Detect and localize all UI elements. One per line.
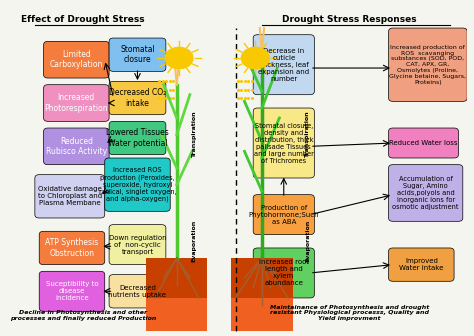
Text: Decrease in
cuticle
thickness, leaf
expansion and
number: Decrease in cuticle thickness, leaf expa…	[258, 48, 310, 82]
Text: Oxidative damage
to Chloroplast and
Plasma Membane: Oxidative damage to Chloroplast and Plas…	[38, 186, 102, 206]
Text: Stomatal
closure: Stomatal closure	[120, 45, 155, 65]
FancyBboxPatch shape	[109, 121, 166, 155]
Text: Improved
Water intake: Improved Water intake	[399, 258, 444, 271]
FancyBboxPatch shape	[231, 258, 292, 331]
FancyBboxPatch shape	[44, 85, 109, 121]
Text: Decreased CO₂
intake: Decreased CO₂ intake	[109, 88, 166, 108]
Text: Increased ROS
production (Peroxides,
superoxide, hydroxyl
radical, singlet oxyge: Increased ROS production (Peroxides, sup…	[99, 167, 176, 202]
Text: Reduced
Rubisco Activity: Reduced Rubisco Activity	[46, 137, 107, 156]
FancyBboxPatch shape	[389, 248, 454, 281]
FancyBboxPatch shape	[39, 271, 105, 311]
Text: Reduced Water loss: Reduced Water loss	[389, 140, 458, 146]
Text: Stomatal closure,
density and
distribution, thick
palisade Tissues
and large num: Stomatal closure, density and distributi…	[254, 123, 314, 164]
Text: Transpiration: Transpiration	[192, 111, 197, 158]
FancyBboxPatch shape	[389, 28, 467, 101]
Text: Maintainance of Photosynthesis and drought
resistant Physiological processs, Qua: Maintainance of Photosynthesis and droug…	[270, 305, 429, 321]
Text: Increased production of
ROS  scavanging
substances (SOD, POD,
CAT, APX, GR,
Osmo: Increased production of ROS scavanging s…	[389, 45, 466, 85]
Text: Increased root
length and
xylem
abundance: Increased root length and xylem abundanc…	[259, 259, 309, 287]
Text: ATP Synthesis
Obstruction: ATP Synthesis Obstruction	[46, 238, 99, 258]
FancyBboxPatch shape	[39, 231, 105, 265]
Text: Decline in Photosynthesis and other
processes and finally reduced Production: Decline in Photosynthesis and other proc…	[9, 310, 156, 321]
Text: Evaporation: Evaporation	[305, 220, 310, 262]
FancyBboxPatch shape	[109, 275, 166, 308]
Text: Decreased
nutrients uptake: Decreased nutrients uptake	[109, 285, 166, 298]
FancyBboxPatch shape	[44, 41, 109, 78]
Text: Lowered Tissues
Water potential: Lowered Tissues Water potential	[106, 128, 169, 148]
FancyBboxPatch shape	[35, 175, 105, 218]
FancyBboxPatch shape	[253, 195, 314, 235]
Circle shape	[165, 47, 193, 69]
FancyBboxPatch shape	[109, 81, 166, 115]
Text: Down regulation
of  non-cyclic
transport: Down regulation of non-cyclic transport	[109, 235, 166, 255]
Text: Transpiration: Transpiration	[305, 111, 310, 158]
Text: Evaporation: Evaporation	[192, 220, 197, 262]
FancyBboxPatch shape	[253, 35, 314, 95]
FancyBboxPatch shape	[231, 298, 292, 331]
Text: Limited
Carboxylation: Limited Carboxylation	[50, 50, 103, 70]
FancyBboxPatch shape	[146, 258, 207, 331]
Circle shape	[241, 47, 269, 69]
Text: Effect of Drought Stress: Effect of Drought Stress	[21, 15, 145, 24]
FancyBboxPatch shape	[389, 128, 458, 158]
FancyBboxPatch shape	[253, 108, 314, 178]
FancyBboxPatch shape	[44, 128, 109, 165]
Text: Suceptibility to
disease
incidence: Suceptibility to disease incidence	[46, 281, 98, 301]
FancyBboxPatch shape	[109, 38, 166, 71]
Text: Drought Stress Responses: Drought Stress Responses	[282, 15, 417, 24]
FancyBboxPatch shape	[253, 248, 314, 298]
Text: Increased
Photorespiration: Increased Photorespiration	[45, 93, 108, 113]
Text: Production of
Phytohormone;Such
as ABA: Production of Phytohormone;Such as ABA	[248, 205, 319, 225]
FancyBboxPatch shape	[389, 165, 463, 221]
FancyBboxPatch shape	[109, 225, 166, 265]
FancyBboxPatch shape	[146, 298, 207, 331]
Text: Accumulation of
Sugar, Amino
acids,polyols and
inorganic ions for
osmotic adjust: Accumulation of Sugar, Amino acids,polyo…	[392, 176, 459, 210]
FancyBboxPatch shape	[105, 158, 170, 211]
